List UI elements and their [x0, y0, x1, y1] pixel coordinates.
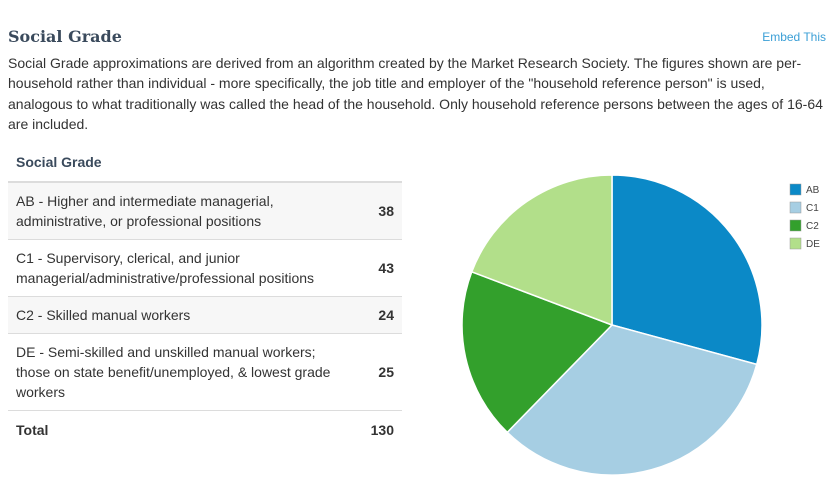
row-value: 24	[346, 296, 402, 334]
chart-legend: AB C1 C2 DE	[789, 183, 820, 250]
social-grade-table: Social Grade AB - Higher and intermediat…	[8, 150, 402, 450]
table-row: C1 - Supervisory, clerical, and junior m…	[8, 239, 402, 297]
row-value: 38	[346, 182, 402, 240]
total-row: Total 130	[8, 410, 402, 450]
total-value: 130	[370, 422, 394, 439]
row-value: 43	[346, 239, 402, 297]
embed-link[interactable]: Embed This	[762, 30, 826, 44]
total-label: Total	[16, 422, 49, 439]
legend-label-c2: C2	[806, 221, 819, 232]
legend-swatch-de	[789, 237, 802, 250]
row-label: AB - Higher and intermediate managerial,…	[8, 182, 346, 240]
row-value: 25	[346, 333, 402, 411]
table-header-row: Social Grade	[8, 150, 402, 183]
legend-label-c1: C1	[806, 203, 819, 214]
table-row: C2 - Skilled manual workers 24	[8, 296, 402, 334]
page-title: Social Grade	[8, 27, 122, 46]
row-label: C1 - Supervisory, clerical, and junior m…	[8, 239, 346, 297]
legend-label-de: DE	[806, 239, 820, 250]
legend-swatch-ab	[789, 183, 802, 196]
legend-label-ab: AB	[806, 185, 820, 196]
table-row: AB - Higher and intermediate managerial,…	[8, 182, 402, 240]
table-row: DE - Semi-skilled and unskilled manual w…	[8, 333, 402, 411]
description: Social Grade approximations are derived …	[8, 55, 823, 133]
pie-slices	[461, 174, 763, 476]
legend-swatch-c2	[789, 219, 802, 232]
pie-slice-c2[interactable]	[461, 270, 614, 434]
pie-chart: AB C1 C2 DE	[461, 174, 820, 476]
legend-swatch-c1	[789, 201, 802, 214]
row-label: C2 - Skilled manual workers	[8, 296, 346, 334]
pie-slice-c1[interactable]	[506, 324, 758, 476]
row-label: DE - Semi-skilled and unskilled manual w…	[8, 333, 346, 411]
pie-slice-de[interactable]	[470, 174, 613, 327]
pie-slice-ab[interactable]	[611, 174, 763, 366]
table-header: Social Grade	[8, 150, 402, 183]
